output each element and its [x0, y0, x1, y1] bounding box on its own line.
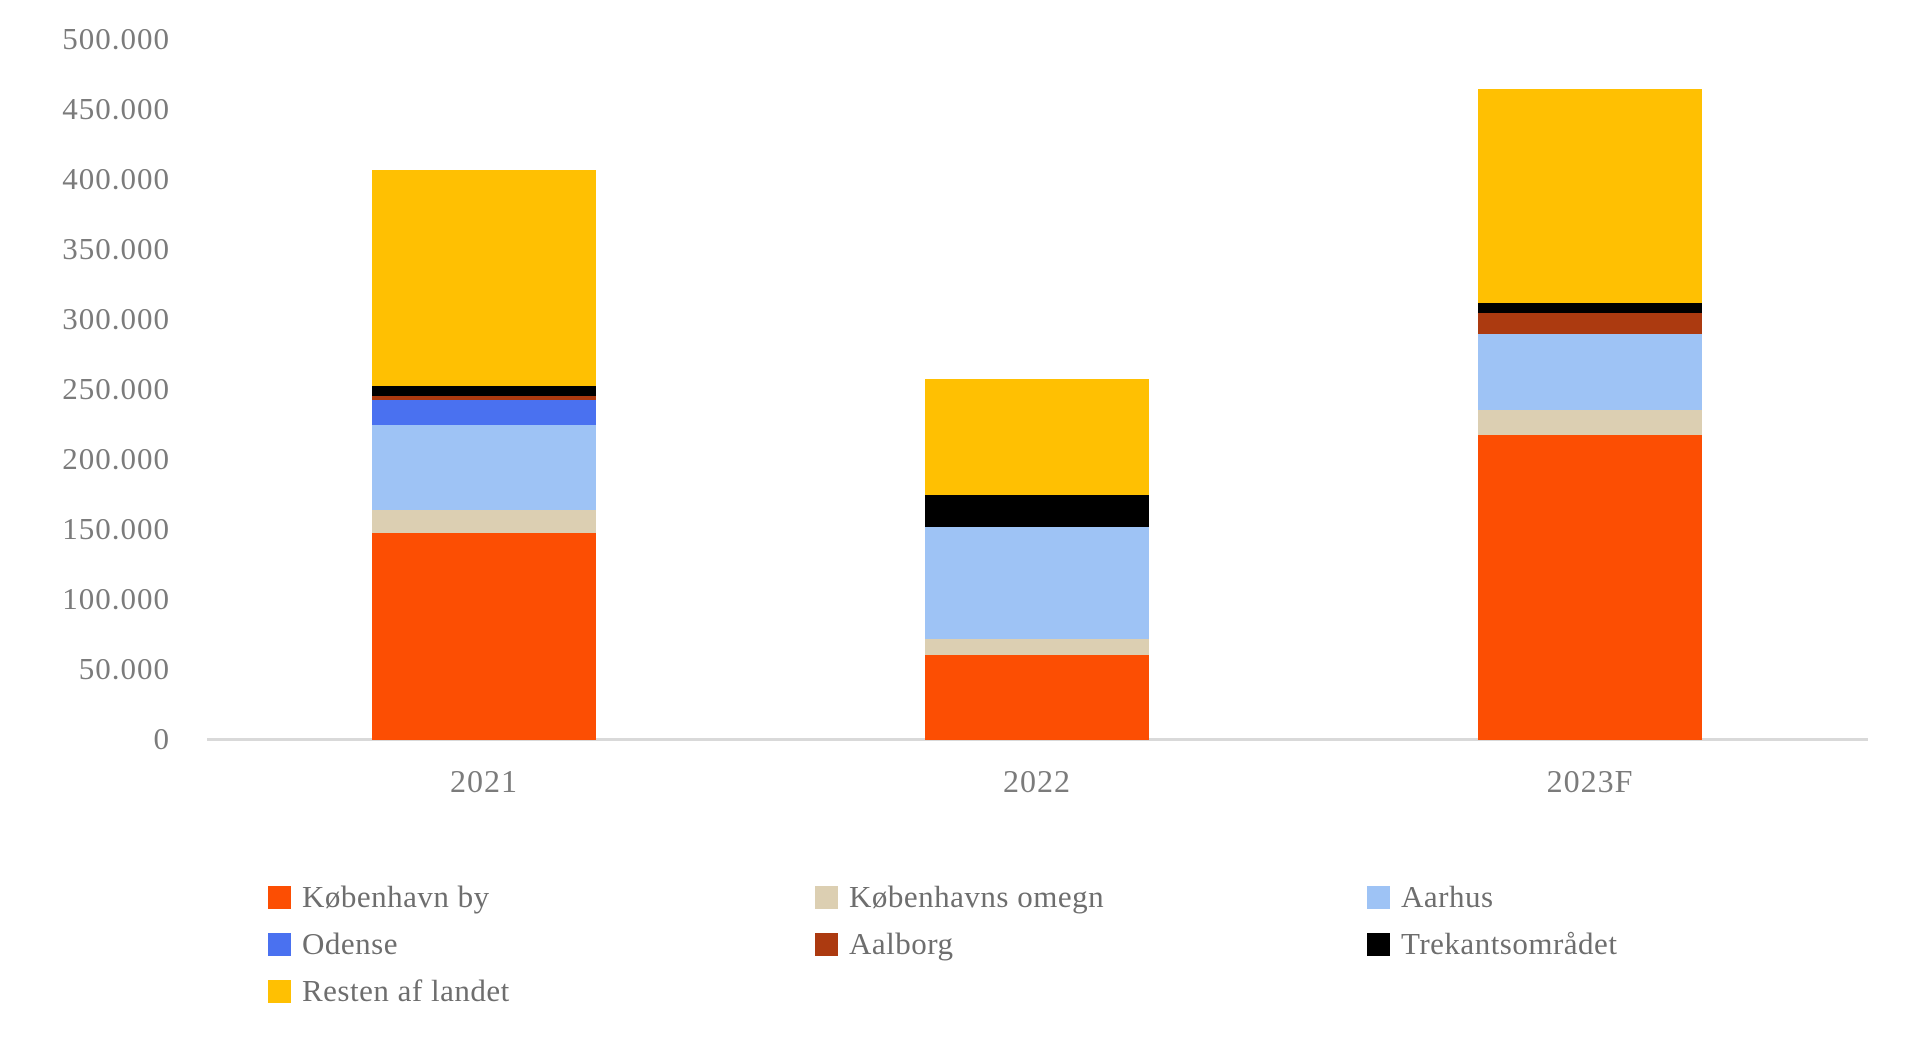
bar-segment-2022-Trekantsområdet	[925, 495, 1149, 528]
legend-swatch-icon	[815, 932, 838, 956]
y-tick-label: 250.000	[62, 371, 170, 406]
legend-label: København by	[302, 879, 490, 914]
bar-2021	[372, 0, 596, 740]
bar-segment-2023F-Aarhus	[1478, 334, 1702, 410]
bar-segment-2021-Trekantsområdet	[372, 385, 596, 396]
legend-label: Resten af landet	[302, 973, 510, 1008]
bar-segment-2021-Aarhus	[372, 425, 596, 511]
legend-item-Aarhus: Aarhus	[1367, 880, 1494, 914]
legend-item-Odense: Odense	[268, 927, 398, 961]
bar-segment-2023F-København by	[1478, 434, 1702, 740]
legend-item-Københavns omegn: Københavns omegn	[815, 880, 1104, 914]
bar-2022	[925, 0, 1149, 740]
bar-segment-2023F-Trekantsområdet	[1478, 303, 1702, 313]
bar-segment-2022-Københavns omegn	[925, 639, 1149, 655]
y-tick-label: 100.000	[62, 581, 170, 616]
legend-swatch-icon	[268, 885, 291, 909]
bar-segment-2023F-Resten af landet	[1478, 89, 1702, 304]
bar-segment-2022-Aarhus	[925, 527, 1149, 640]
x-tick-label-2023F: 2023F	[1546, 763, 1634, 799]
y-tick-label: 450.000	[62, 91, 170, 126]
legend-swatch-icon	[815, 885, 838, 909]
x-tick-label-2021: 2021	[450, 763, 518, 799]
bar-segment-2023F-Københavns omegn	[1478, 409, 1702, 435]
legend-label: Odense	[302, 926, 398, 961]
legend-item-Trekantsområdet: Trekantsområdet	[1367, 927, 1617, 961]
bar-segment-2023F-Aalborg	[1478, 313, 1702, 334]
legend-item-København by: København by	[268, 880, 490, 914]
y-tick-label: 0	[153, 721, 170, 756]
y-tick-label: 300.000	[62, 301, 170, 336]
y-tick-label: 350.000	[62, 231, 170, 266]
legend-item-Resten af landet: Resten af landet	[268, 974, 510, 1008]
bar-segment-2022-København by	[925, 654, 1149, 740]
legend-swatch-icon	[1367, 932, 1390, 956]
bar-2023F	[1478, 0, 1702, 740]
legend-swatch-icon	[268, 932, 291, 956]
legend-item-Aalborg: Aalborg	[815, 927, 954, 961]
bar-segment-2021-København by	[372, 532, 596, 740]
y-tick-label: 50.000	[78, 651, 170, 686]
x-tick-label-2022: 2022	[1003, 763, 1071, 799]
legend-label: Københavns omegn	[849, 879, 1105, 914]
bar-segment-2021-Resten af landet	[372, 170, 596, 386]
bar-segment-2021-Københavns omegn	[372, 510, 596, 533]
y-tick-label: 150.000	[62, 511, 170, 546]
bar-segment-2022-Resten af landet	[925, 378, 1149, 495]
legend-swatch-icon	[268, 979, 291, 1003]
bar-segment-2021-Odense	[372, 399, 596, 425]
legend-label: Aalborg	[849, 926, 954, 961]
legend-label: Trekantsområdet	[1401, 926, 1618, 961]
y-tick-label: 200.000	[62, 441, 170, 476]
legend-swatch-icon	[1367, 885, 1390, 909]
y-tick-label: 400.000	[62, 161, 170, 196]
y-tick-label: 500.000	[62, 21, 170, 56]
legend-label: Aarhus	[1401, 879, 1494, 914]
bar-segment-2021-Aalborg	[372, 395, 596, 400]
